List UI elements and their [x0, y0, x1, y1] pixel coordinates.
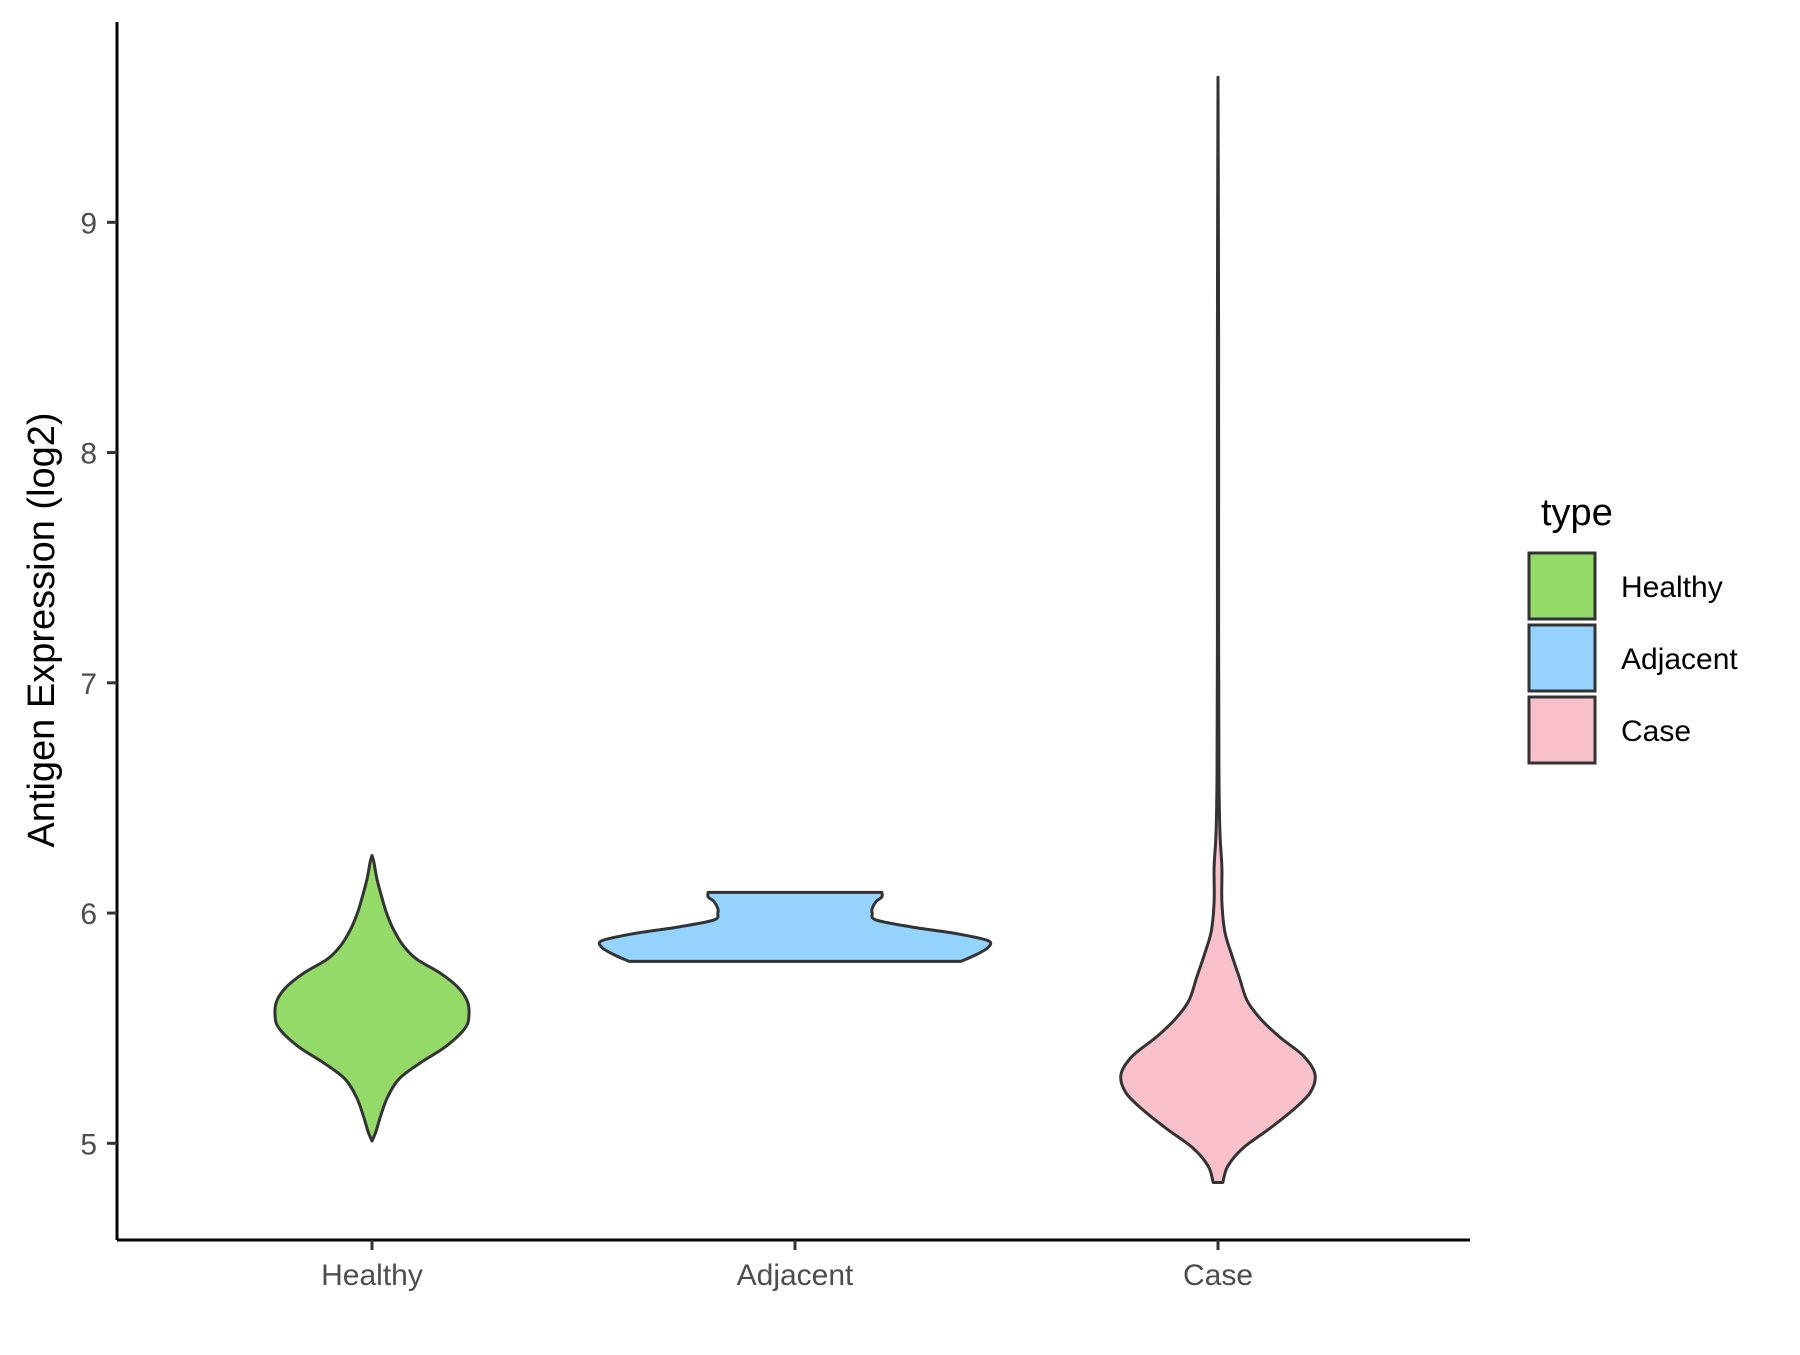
legend-label-case: Case: [1621, 715, 1691, 748]
violin-case: [1119, 75, 1317, 1184]
violin-healthy: [273, 853, 471, 1143]
axes-layer: 5 6 7 8 9 Healthy Adjacent Case Antigen Expres…: [21, 22, 1470, 1292]
y-ticks: 5 6 7 8 9: [80, 207, 117, 1161]
x-ticks: Healthy Adjacent Case: [321, 1240, 1253, 1292]
violin-adjacent: [597, 890, 993, 963]
y-tick-label-8: 8: [80, 438, 97, 471]
legend-label-adjacent: Adjacent: [1621, 643, 1738, 676]
legend-entries: Healthy Adjacent Case: [1527, 551, 1738, 765]
violins-layer: [273, 75, 1317, 1184]
y-axis-title: Antigen Expression (log2): [21, 412, 63, 847]
legend-swatch-case: [1527, 695, 1597, 765]
legend: type Healthy Adjacent Case: [1527, 492, 1738, 765]
legend-swatch-adjacent: [1527, 623, 1597, 693]
legend-swatch-healthy: [1527, 551, 1597, 621]
x-tick-label-adjacent: Adjacent: [737, 1259, 854, 1292]
x-tick-label-case: Case: [1183, 1259, 1253, 1292]
legend-label-healthy: Healthy: [1621, 571, 1723, 604]
y-tick-label-6: 6: [80, 898, 97, 931]
y-tick-label-9: 9: [80, 207, 97, 240]
legend-title: type: [1541, 492, 1613, 534]
y-tick-label-7: 7: [80, 668, 97, 701]
x-tick-label-healthy: Healthy: [321, 1259, 423, 1292]
y-tick-label-5: 5: [80, 1128, 97, 1161]
